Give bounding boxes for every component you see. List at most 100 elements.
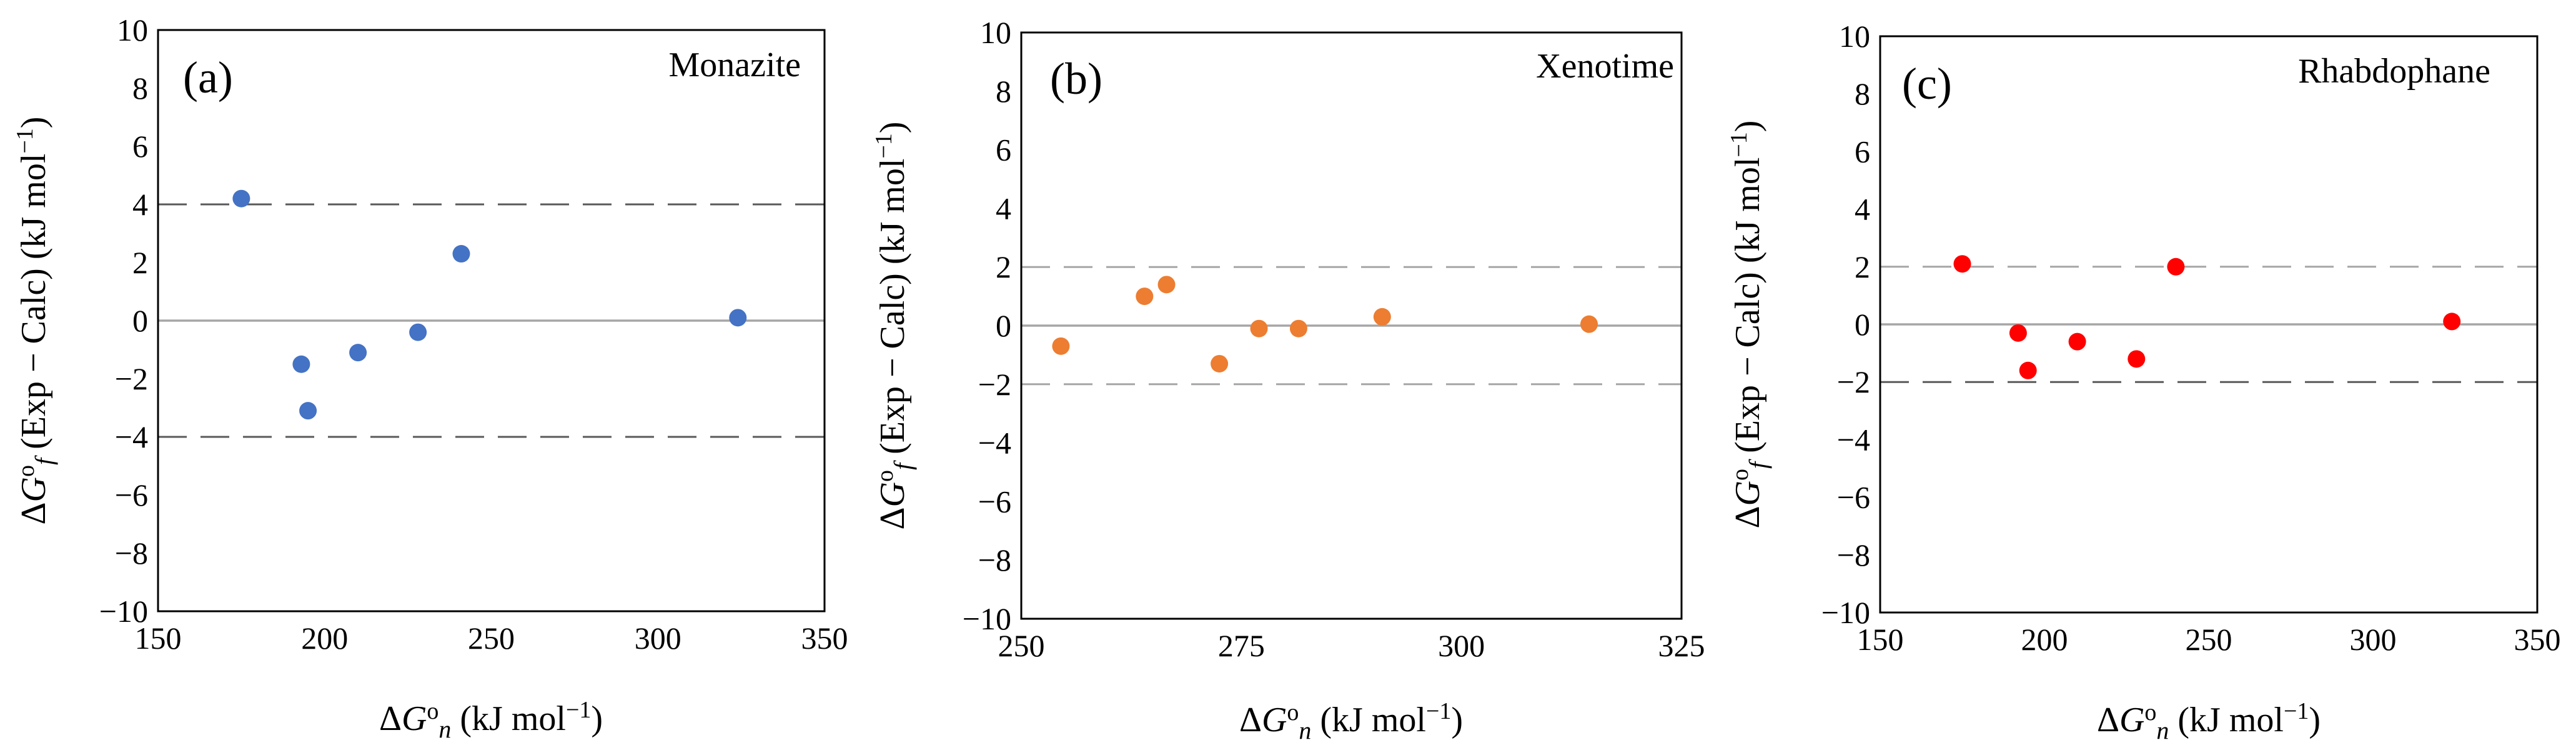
y-label-rest-b: (Exp − Calc) (kJ mol	[873, 159, 912, 463]
y-tick-label: −2	[1837, 364, 1870, 399]
y-tick-label: −4	[1837, 422, 1870, 457]
y-tick-label: 10	[1839, 19, 1870, 54]
x-tick-label: 200	[301, 621, 348, 656]
panel-title-c: Rhabdophane	[2298, 52, 2490, 91]
reference-lines-c	[1880, 267, 2537, 382]
x-tick-label: 150	[1857, 622, 1904, 657]
data-point	[232, 190, 250, 208]
y-axis-label-a: ΔGof (Exp − Calc) (kJ mol−1)	[12, 117, 58, 525]
data-point	[1052, 338, 1069, 355]
y-tick-label: 8	[1855, 76, 1870, 111]
data-point	[1374, 308, 1391, 326]
figure: −1 0 −8 −6 −4 −2 0 2 4 6 8 10 150 200 250 300 350 (a) M…	[0, 0, 2576, 750]
y-tick-label: −4	[115, 419, 148, 454]
y-label-close-c: )	[1728, 121, 1767, 132]
y-tick-label: 4	[1855, 192, 1870, 227]
x-ticks-b: 250 275 300 325	[998, 628, 1705, 663]
x-tick-label: 300	[1438, 628, 1485, 663]
x-label-exp-c: −1	[2284, 698, 2309, 724]
x-tick-label: 150	[135, 621, 182, 656]
data-point	[299, 402, 317, 419]
y-tick-label: 6	[996, 132, 1011, 168]
x-label-delta-c: Δ	[2097, 701, 2119, 739]
y-tick-label: −6	[1837, 480, 1870, 515]
y-tick-label: 2	[996, 249, 1011, 284]
x-tick-label: 250	[468, 621, 515, 656]
x-label-o-b: o	[1287, 699, 1299, 726]
data-point	[1290, 320, 1307, 338]
y-tick-label: 8	[132, 71, 148, 106]
y-label-o-c: o	[1727, 469, 1753, 481]
x-tick-label: 350	[2514, 622, 2561, 657]
x-label-g-a: G	[402, 699, 427, 738]
chart-panel-b: −10 −8 −6 −4 −2 0 2 4 6 8 10 250 275 300 325 (b) Xeno…	[859, 0, 1718, 750]
x-tick-label: 275	[1218, 628, 1265, 663]
y-tick-label: −8	[1837, 538, 1870, 572]
x-label-g-b: G	[1262, 701, 1287, 739]
x-label-delta-a: Δ	[379, 699, 402, 738]
data-point	[409, 324, 427, 341]
x-label-close-b: )	[1451, 701, 1463, 739]
y-label-delta-c: Δ	[1728, 506, 1767, 528]
y-label-rest-a: (Exp − Calc) (kJ mol	[14, 154, 53, 458]
x-label-close-a: )	[591, 699, 603, 738]
y-axis-label-b: ΔGof (Exp − Calc) (kJ mol−1)	[871, 122, 917, 530]
y-tick-label: 0	[1855, 307, 1870, 342]
y-label-o-b: o	[872, 470, 898, 482]
y-tick-label: −4	[978, 426, 1011, 461]
x-label-sub-c: n	[2156, 716, 2169, 744]
x-label-exp-a: −1	[566, 697, 591, 723]
y-label-exp-a: −1	[12, 128, 38, 153]
x-label-o-a: o	[427, 698, 438, 724]
x-label-sub-b: n	[1299, 716, 1311, 744]
x-label-rest-a: (kJ mol	[451, 699, 566, 738]
y-label-g-b: G	[873, 482, 912, 507]
data-point	[2128, 350, 2145, 368]
x-tick-label: 325	[1658, 628, 1705, 663]
x-label-o-c: o	[2144, 699, 2156, 726]
chart-svg-b: −10 −8 −6 −4 −2 0 2 4 6 8 10 250 275 300 325 (b) Xeno…	[859, 0, 1718, 750]
y-tick-label: 10	[117, 12, 148, 48]
x-label-rest-c: (kJ mol	[2169, 701, 2284, 739]
data-point	[1136, 288, 1153, 305]
y-label-close-b: )	[873, 122, 912, 134]
chart-svg-a: −10 −8 −6 −4 −2 0 2 4 6 8 10 150 200 250 300 350 (a) M…	[0, 0, 859, 750]
chart-panel-a: −10 −8 −6 −4 −2 0 2 4 6 8 10 150 200 250 300 350 (a) M…	[0, 0, 859, 750]
x-tick-label: 250	[998, 628, 1045, 663]
data-point	[729, 309, 746, 326]
x-axis-label-a: ΔGon (kJ mol−1)	[379, 697, 603, 743]
y-tick-label: 2	[132, 245, 148, 280]
x-tick-label: 200	[2021, 622, 2068, 657]
y-axis-label-c: ΔGof (Exp − Calc) (kJ mol−1)	[1726, 121, 1772, 529]
y-label-delta-a: Δ	[14, 502, 53, 524]
y-tick-label: 4	[996, 191, 1011, 226]
x-axis-label-b: ΔGon (kJ mol−1)	[1239, 698, 1463, 744]
data-point	[2009, 324, 2027, 342]
y-tick-label: 10	[980, 15, 1011, 50]
x-label-sub-a: n	[438, 715, 451, 743]
y-tick-label: 0	[996, 308, 1011, 343]
y-ticks-b: −10−8−6−4−20246810	[963, 15, 1011, 636]
panel-label-b: (b)	[1050, 54, 1102, 104]
y-tick-label: −8	[115, 536, 148, 571]
data-point	[1251, 320, 1268, 338]
data-point	[1211, 355, 1228, 372]
panel-label-a: (a)	[183, 52, 233, 102]
y-tick-label: −6	[978, 484, 1011, 519]
chart-svg-c: −10−8−6−4−20246810 150 200 250 300 350 (c) R…	[1718, 0, 2576, 750]
y-label-g-a: G	[14, 477, 53, 502]
y-tick-label: 6	[132, 129, 148, 164]
x-tick-label: 300	[635, 621, 681, 656]
data-point	[1158, 276, 1176, 293]
y-tick-label: 4	[132, 187, 148, 222]
x-ticks-c: 150 200 250 300 350	[1857, 622, 2561, 657]
panel-title-a: Monazite	[669, 46, 801, 84]
y-tick-label: −2	[115, 361, 148, 396]
x-ticks-a: 150 200 250 300 350	[135, 621, 848, 656]
panel-title-b: Xenotime	[1536, 47, 1674, 86]
y-label-close-a: )	[14, 117, 53, 129]
x-label-close-c: )	[2309, 701, 2321, 739]
panel-label-c: (c)	[1902, 59, 1952, 109]
y-tick-label: 2	[1855, 249, 1870, 284]
y-label-rest-c: (Exp − Calc) (kJ mol	[1728, 158, 1767, 462]
